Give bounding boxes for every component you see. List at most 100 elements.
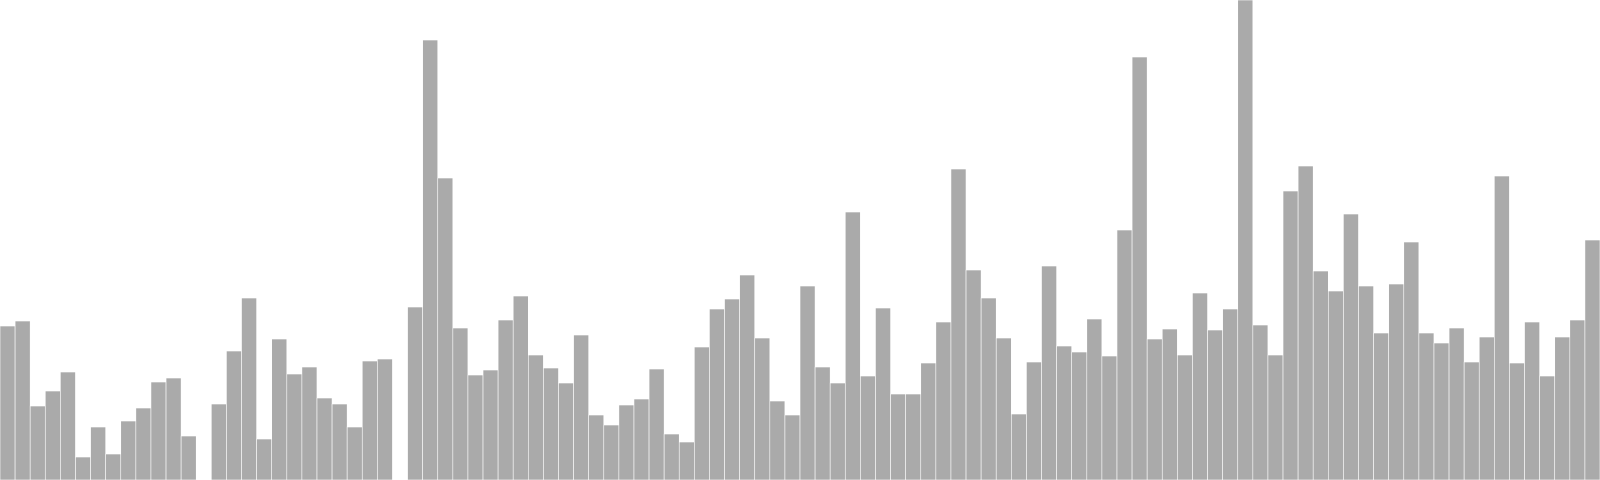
bar-10 xyxy=(150,381,167,480)
bar-66 xyxy=(995,337,1012,480)
bar-71 xyxy=(1071,351,1088,480)
bar-30 xyxy=(452,327,469,480)
bar-37 xyxy=(558,382,574,480)
bar-28 xyxy=(422,39,439,480)
bar-16 xyxy=(241,297,257,480)
bar-101 xyxy=(1524,321,1540,480)
bar-97 xyxy=(1463,361,1480,480)
bar-32 xyxy=(482,369,499,480)
bar-44 xyxy=(663,433,680,480)
bar-43 xyxy=(648,368,665,480)
bar-45 xyxy=(678,441,695,480)
bar-39 xyxy=(588,414,605,480)
bar-25 xyxy=(377,358,393,480)
bar-19 xyxy=(286,373,303,480)
bar-1 xyxy=(14,320,31,480)
bar-74 xyxy=(1116,229,1133,480)
bar-78 xyxy=(1177,354,1193,480)
bar-57 xyxy=(860,375,876,480)
bar-2 xyxy=(29,405,46,480)
bar-17 xyxy=(256,438,272,480)
bar-105 xyxy=(1584,239,1600,480)
bar-12 xyxy=(180,435,197,480)
bar-59 xyxy=(890,393,906,480)
bar-46 xyxy=(694,346,710,480)
bar-35 xyxy=(527,354,544,480)
bar-11 xyxy=(165,377,182,480)
bar-18 xyxy=(271,338,288,480)
bar-102 xyxy=(1539,375,1556,480)
bar-69 xyxy=(1041,265,1057,480)
bar-82 xyxy=(1237,0,1254,480)
bar-79 xyxy=(1192,292,1208,480)
bar-103 xyxy=(1554,336,1571,480)
bar-83 xyxy=(1252,324,1269,480)
bar-89 xyxy=(1343,213,1359,480)
bar-51 xyxy=(769,400,786,480)
bar-49 xyxy=(739,274,756,480)
bar-56 xyxy=(844,211,861,480)
bar-14 xyxy=(211,403,227,480)
bar-4 xyxy=(60,371,76,480)
bar-63 xyxy=(950,168,967,480)
bar-62 xyxy=(935,321,952,480)
bar-61 xyxy=(920,362,937,480)
bar-42 xyxy=(633,398,650,480)
bar-80 xyxy=(1207,329,1223,480)
bar-41 xyxy=(618,404,635,480)
bar-54 xyxy=(814,366,831,480)
bar-85 xyxy=(1282,190,1299,480)
bar-52 xyxy=(784,414,801,480)
bar-22 xyxy=(331,403,348,480)
bar-68 xyxy=(1026,361,1042,480)
bar-24 xyxy=(361,360,378,480)
bar-64 xyxy=(965,269,982,480)
bar-9 xyxy=(135,407,152,480)
bar-98 xyxy=(1478,336,1495,480)
bar-96 xyxy=(1448,327,1465,480)
bar-100 xyxy=(1509,362,1525,480)
bar-21 xyxy=(316,397,333,480)
bar-8 xyxy=(120,420,137,480)
bar-55 xyxy=(829,382,846,480)
bar-15 xyxy=(226,350,242,480)
bar-7 xyxy=(105,453,122,480)
bar-27 xyxy=(407,306,423,480)
bar-36 xyxy=(543,367,559,480)
bar-88 xyxy=(1328,290,1344,480)
bar-87 xyxy=(1312,270,1329,480)
bar-5 xyxy=(75,456,91,480)
bar-23 xyxy=(346,426,363,480)
bar-29 xyxy=(437,177,454,480)
bar-60 xyxy=(905,393,922,480)
bar-65 xyxy=(980,297,997,480)
bar-77 xyxy=(1161,328,1178,480)
bar-40 xyxy=(603,424,620,480)
bar-50 xyxy=(754,337,771,480)
bar-34 xyxy=(512,295,529,480)
bar-95 xyxy=(1433,342,1450,480)
bar-67 xyxy=(1011,413,1027,480)
bar-47 xyxy=(709,308,725,480)
bar-91 xyxy=(1373,332,1389,480)
bar-73 xyxy=(1101,355,1118,480)
bar-93 xyxy=(1403,241,1420,480)
bar-104 xyxy=(1569,319,1586,480)
bar-58 xyxy=(875,307,891,480)
bar-81 xyxy=(1222,308,1239,480)
bar-70 xyxy=(1056,345,1072,480)
bar-0 xyxy=(0,325,16,480)
bar-38 xyxy=(573,334,589,480)
bar-76 xyxy=(1146,338,1163,480)
bar-86 xyxy=(1297,165,1314,480)
bar-31 xyxy=(467,374,484,480)
bar-48 xyxy=(724,298,740,480)
bar-72 xyxy=(1086,318,1103,480)
bar-99 xyxy=(1494,175,1510,480)
bar-84 xyxy=(1267,354,1284,480)
bar-53 xyxy=(799,285,816,480)
bar-94 xyxy=(1418,332,1435,480)
